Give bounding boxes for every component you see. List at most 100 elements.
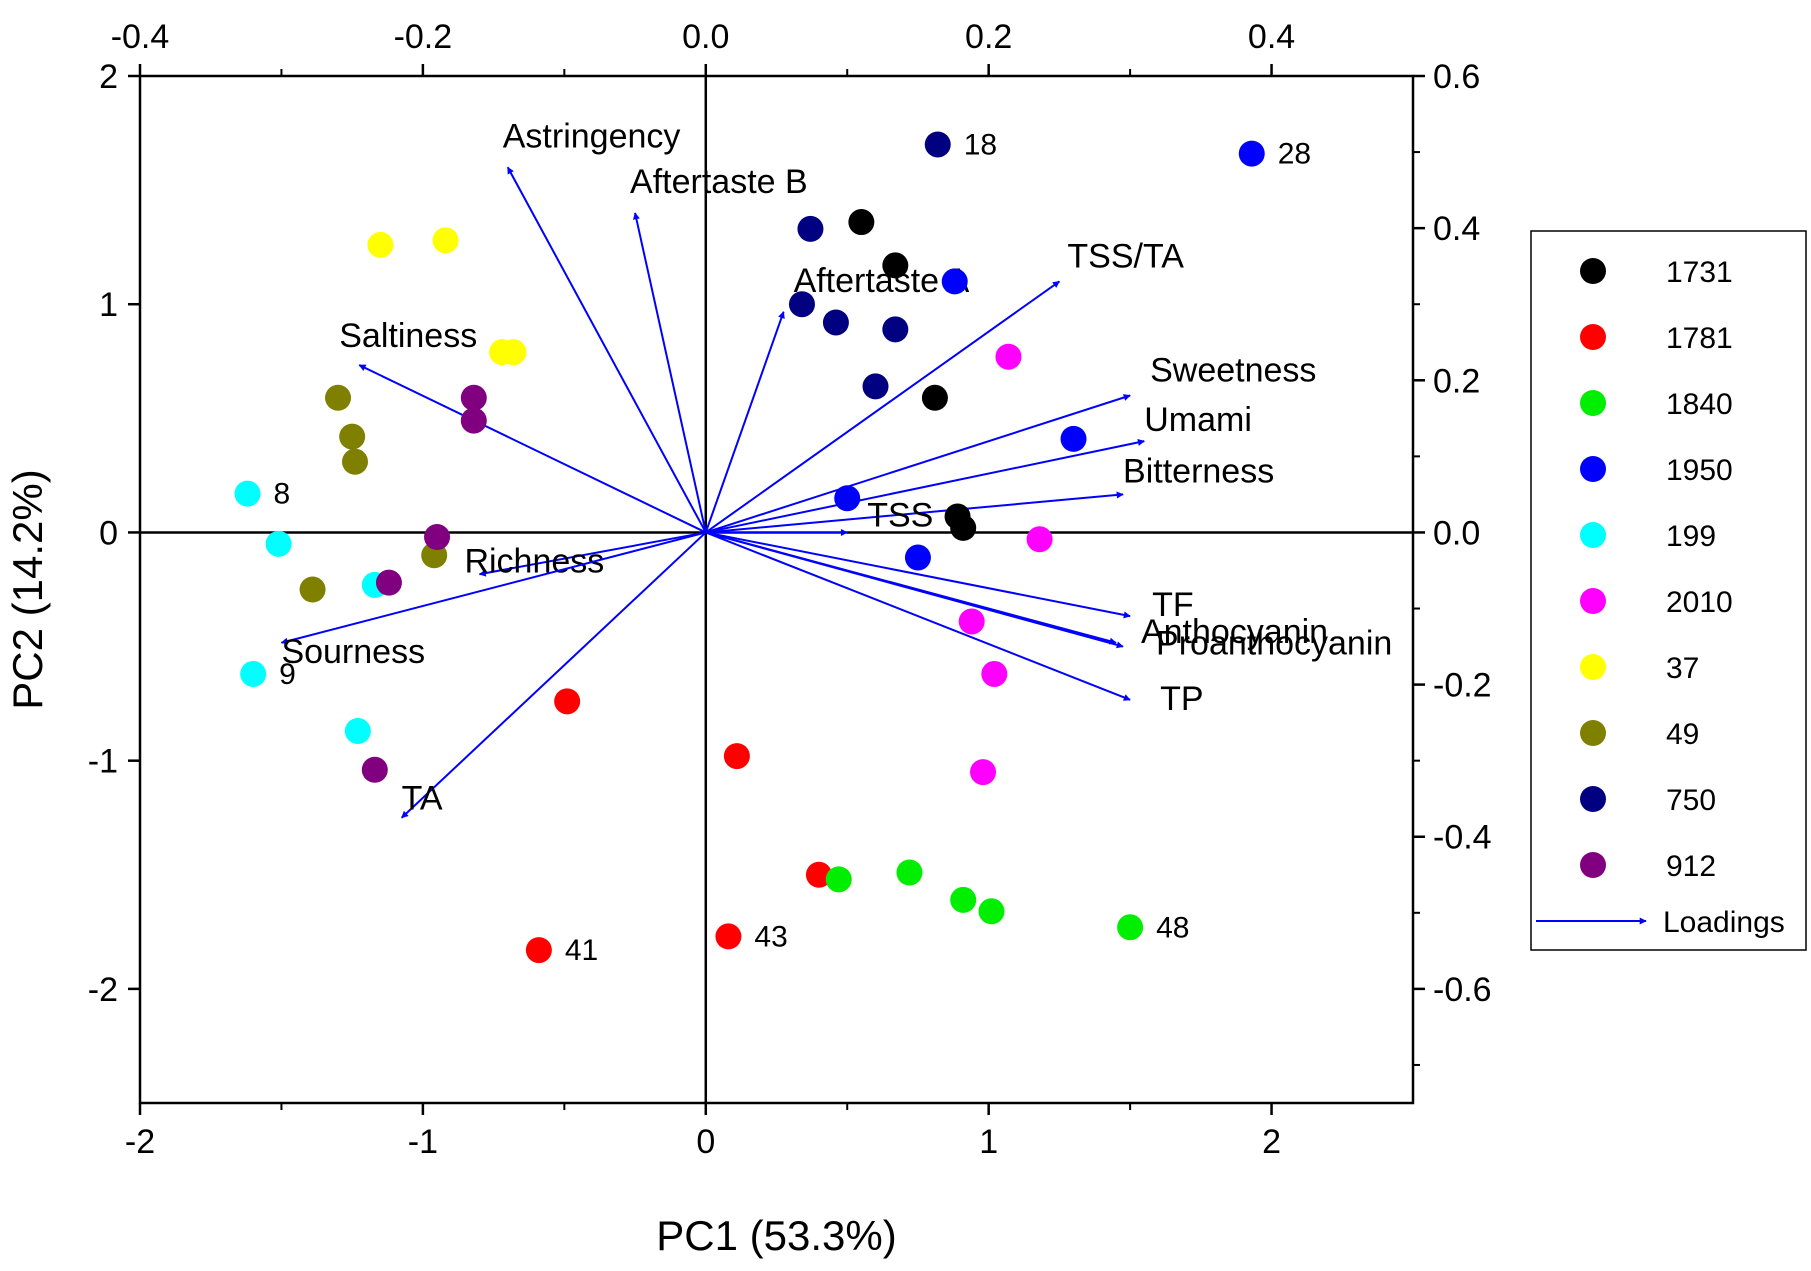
point-750 bbox=[862, 373, 889, 400]
legend-marker bbox=[1580, 258, 1606, 284]
point-2010 bbox=[1026, 526, 1053, 553]
legend-label: 912 bbox=[1666, 850, 1716, 883]
point-1731 bbox=[921, 384, 948, 411]
loading-arrow bbox=[358, 364, 707, 534]
legend-marker bbox=[1580, 522, 1606, 548]
point-1840 bbox=[1117, 914, 1144, 941]
loading-label: Aftertaste A bbox=[794, 262, 970, 300]
right-tick-label: -0.6 bbox=[1433, 971, 1492, 1009]
loading-arrow bbox=[280, 531, 707, 645]
x-tick-label: -1 bbox=[408, 1123, 438, 1161]
x-axis-title: PC1 (53.3%) bbox=[656, 1212, 896, 1259]
right-tick-label: 0.4 bbox=[1433, 210, 1480, 248]
loading-arrow bbox=[705, 394, 1131, 534]
point-1731 bbox=[848, 209, 875, 236]
loading-label: Aftertaste B bbox=[630, 163, 808, 201]
right-tick-label: 0.2 bbox=[1433, 362, 1480, 400]
legend-marker bbox=[1580, 456, 1606, 482]
y-axis-title: PC2 (14.2%) bbox=[4, 469, 51, 709]
loading-arrow bbox=[705, 491, 1124, 534]
legend-loadings-label: Loadings bbox=[1663, 906, 1785, 939]
point-2010 bbox=[958, 608, 985, 635]
data-points bbox=[234, 131, 1265, 964]
point-199 bbox=[234, 480, 261, 507]
legend-box bbox=[1530, 230, 1807, 951]
x-tick-label: 0 bbox=[696, 1123, 715, 1161]
loading-arrow bbox=[705, 439, 1145, 534]
legend-label: 2010 bbox=[1666, 586, 1733, 619]
right-tick-label: -0.2 bbox=[1433, 667, 1492, 705]
point-49 bbox=[325, 384, 352, 411]
point-199 bbox=[265, 530, 292, 557]
top-tick-label: 0.0 bbox=[682, 18, 729, 56]
point-1840 bbox=[950, 886, 977, 913]
loading-arrow bbox=[705, 531, 1131, 701]
point-912 bbox=[424, 524, 451, 551]
point-49 bbox=[341, 448, 368, 475]
legend-label: 37 bbox=[1666, 652, 1699, 685]
point-2010 bbox=[981, 660, 1008, 687]
loading-arrow bbox=[705, 280, 1060, 534]
y-tick-label: 0 bbox=[99, 514, 118, 552]
top-tick-label: -0.4 bbox=[111, 18, 170, 56]
legend-marker bbox=[1580, 786, 1606, 812]
loading-vectors: Astringency Aftertaste B Aftertaste A TSS/T… bbox=[280, 117, 1392, 819]
point-912 bbox=[375, 569, 402, 596]
loading-label: TP bbox=[1160, 680, 1203, 718]
point-label: 8 bbox=[273, 478, 290, 511]
x-tick-label: -2 bbox=[125, 1123, 155, 1161]
loading-label: TSS bbox=[867, 496, 933, 534]
legend-label: 1950 bbox=[1666, 454, 1733, 487]
legend-marker bbox=[1580, 654, 1606, 680]
y-tick-label: -1 bbox=[88, 743, 118, 781]
point-750 bbox=[797, 215, 824, 242]
x-tick-label: 1 bbox=[979, 1123, 998, 1161]
point-label: 41 bbox=[565, 934, 598, 967]
point-1731 bbox=[882, 252, 909, 279]
legend-marker bbox=[1580, 588, 1606, 614]
point-1781 bbox=[723, 743, 750, 770]
point-912 bbox=[460, 384, 487, 411]
top-tick-label: 0.2 bbox=[965, 18, 1012, 56]
point-1950 bbox=[1060, 425, 1087, 452]
legend-marker bbox=[1580, 324, 1606, 350]
point-1840 bbox=[825, 866, 852, 893]
point-label: 9 bbox=[279, 658, 296, 691]
loading-label: Richness bbox=[464, 542, 604, 580]
legend-label: 1840 bbox=[1666, 388, 1733, 421]
loading-label: Proanthocyanin bbox=[1156, 625, 1392, 663]
point-912 bbox=[361, 756, 388, 783]
point-37 bbox=[432, 227, 459, 254]
point-label: 43 bbox=[754, 920, 787, 953]
loading-label: Umami bbox=[1144, 401, 1252, 439]
point-label: 48 bbox=[1156, 911, 1189, 944]
loading-label: TSS/TA bbox=[1067, 237, 1184, 275]
loading-label: Bitterness bbox=[1123, 452, 1274, 490]
legend-label: 49 bbox=[1666, 718, 1699, 751]
y-tick-label: 2 bbox=[99, 58, 118, 96]
loading-label: Astringency bbox=[503, 117, 681, 155]
point-1840 bbox=[978, 898, 1005, 925]
top-tick-label: -0.2 bbox=[394, 18, 453, 56]
legend: 1731 1781 1840 1950 199 2010 37 49 750 912 Loading… bbox=[1530, 230, 1807, 951]
point-1840 bbox=[896, 859, 923, 886]
point-1781 bbox=[525, 937, 552, 964]
loading-label: Sweetness bbox=[1150, 352, 1316, 390]
loading-arrow bbox=[705, 531, 1131, 619]
point-1781 bbox=[805, 861, 832, 888]
right-tick-label: -0.4 bbox=[1433, 819, 1492, 857]
point-1731 bbox=[950, 514, 977, 541]
legend-label: 750 bbox=[1666, 784, 1716, 817]
legend-label: 1781 bbox=[1666, 322, 1733, 355]
point-1950 bbox=[834, 485, 861, 512]
loading-label: Anthocyanin bbox=[1141, 613, 1328, 651]
right-tick-label: 0.0 bbox=[1433, 514, 1480, 552]
point-label: 18 bbox=[964, 128, 997, 161]
loading-arrow bbox=[506, 166, 707, 533]
point-1781 bbox=[715, 923, 742, 950]
point-2010 bbox=[995, 343, 1022, 370]
point-750 bbox=[924, 131, 951, 158]
point-1950 bbox=[1238, 140, 1265, 167]
point-37 bbox=[367, 231, 394, 258]
legend-marker bbox=[1580, 720, 1606, 746]
